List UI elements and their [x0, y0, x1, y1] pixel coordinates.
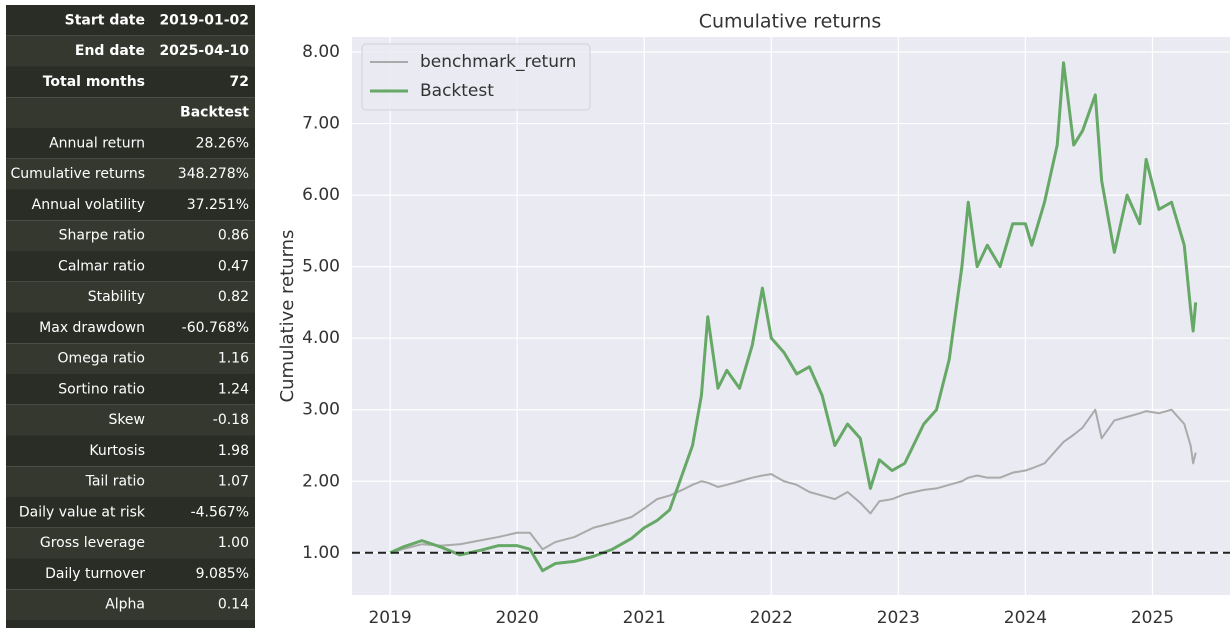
row-value: 1.24 [218, 381, 249, 397]
row-value: 0.14 [218, 597, 249, 613]
table-row [6, 35, 255, 67]
table-row [6, 404, 255, 436]
row-label: Skew [108, 412, 145, 428]
row-label: Calmar ratio [58, 258, 145, 274]
chart-title: Cumulative returns [699, 11, 881, 33]
table-row [6, 66, 255, 98]
stats-table: Start date 2019-01-02 End date 2025-04-10 To… [6, 5, 255, 628]
y-tick-label: 5.00 [302, 257, 340, 277]
row-value: 0.47 [218, 258, 249, 274]
row-value: 0.86 [218, 228, 249, 244]
y-tick-label: 7.00 [302, 114, 340, 134]
row-label: Gross leverage [40, 535, 145, 551]
y-tick-label: 6.00 [302, 185, 340, 205]
table-row [6, 281, 255, 313]
row-label: Sharpe ratio [59, 228, 145, 244]
line-series [389, 408, 1197, 554]
table-row [6, 589, 255, 620]
table-row [6, 374, 255, 405]
row-value: 1.07 [218, 474, 249, 490]
y-tick-label: 2.00 [302, 471, 340, 491]
row-value: -4.567% [191, 504, 249, 520]
table-row [6, 5, 255, 36]
x-tick-label: 2019 [368, 608, 411, 628]
table-row [6, 620, 255, 628]
y-tick-label: 4.00 [302, 328, 340, 348]
x-tick-label: 2024 [1004, 608, 1047, 628]
row-label: Cumulative returns [11, 166, 145, 182]
row-label: Alpha [105, 597, 145, 613]
table-row [6, 466, 255, 497]
table-row [6, 435, 255, 467]
row-label: Annual return [49, 135, 145, 151]
row-value: 2025-04-10 [159, 43, 249, 59]
y-tick-label: 1.00 [302, 543, 340, 563]
row-value: 348.278% [178, 166, 249, 182]
legend-label: Backtest [420, 81, 494, 101]
legend-label: benchmark_return [420, 52, 576, 72]
table-row [6, 312, 255, 344]
table-row [6, 497, 255, 528]
chart: Cumulative returns Cumulative returns 1.… [277, 11, 1230, 628]
row-label: Max drawdown [39, 320, 145, 336]
row-label: End date [75, 43, 145, 59]
row-value: 28.26% [196, 135, 249, 151]
row-label: Daily turnover [45, 566, 145, 582]
row-label: Annual volatility [32, 197, 145, 213]
row-value: 1.16 [218, 351, 249, 367]
y-tick-label: 3.00 [302, 400, 340, 420]
table-row [6, 158, 255, 190]
row-value: 2019-01-02 [159, 12, 249, 28]
row-label: Start date [65, 12, 145, 28]
row-value: 1.00 [218, 535, 249, 551]
row-value: 0.82 [218, 289, 249, 305]
x-tick-label: 2022 [750, 608, 793, 628]
x-tick-label: 2021 [623, 608, 666, 628]
y-tick-label: 8.00 [302, 42, 340, 62]
row-value: 72 [230, 74, 249, 90]
row-label: Kurtosis [89, 443, 145, 459]
table-row [6, 97, 255, 128]
table-row [6, 128, 255, 159]
row-value: 1.98 [218, 443, 249, 459]
table-row [6, 251, 255, 282]
row-label: Omega ratio [58, 351, 145, 367]
row-value: -0.18 [213, 412, 249, 428]
table-row [6, 558, 255, 590]
row-value: Backtest [180, 105, 249, 121]
row-value: -60.768% [182, 320, 249, 336]
table-row [6, 189, 255, 221]
row-value: 9.085% [196, 566, 249, 582]
row-value: 37.251% [187, 197, 249, 213]
table-row [6, 343, 255, 374]
row-label: Tail ratio [85, 474, 145, 490]
table-row [6, 220, 255, 251]
x-tick-label: 2025 [1131, 608, 1174, 628]
row-label: Total months [43, 74, 145, 90]
row-label: Stability [88, 289, 145, 305]
row-label: Sortino ratio [58, 381, 145, 397]
legend-box [361, 43, 591, 111]
row-label: Daily value at risk [19, 504, 146, 520]
y-axis-label: Cumulative returns [277, 230, 298, 403]
x-tick-label: 2023 [877, 608, 920, 628]
x-tick-label: 2020 [496, 608, 539, 628]
line-series [389, 61, 1198, 573]
table-row [6, 527, 255, 559]
